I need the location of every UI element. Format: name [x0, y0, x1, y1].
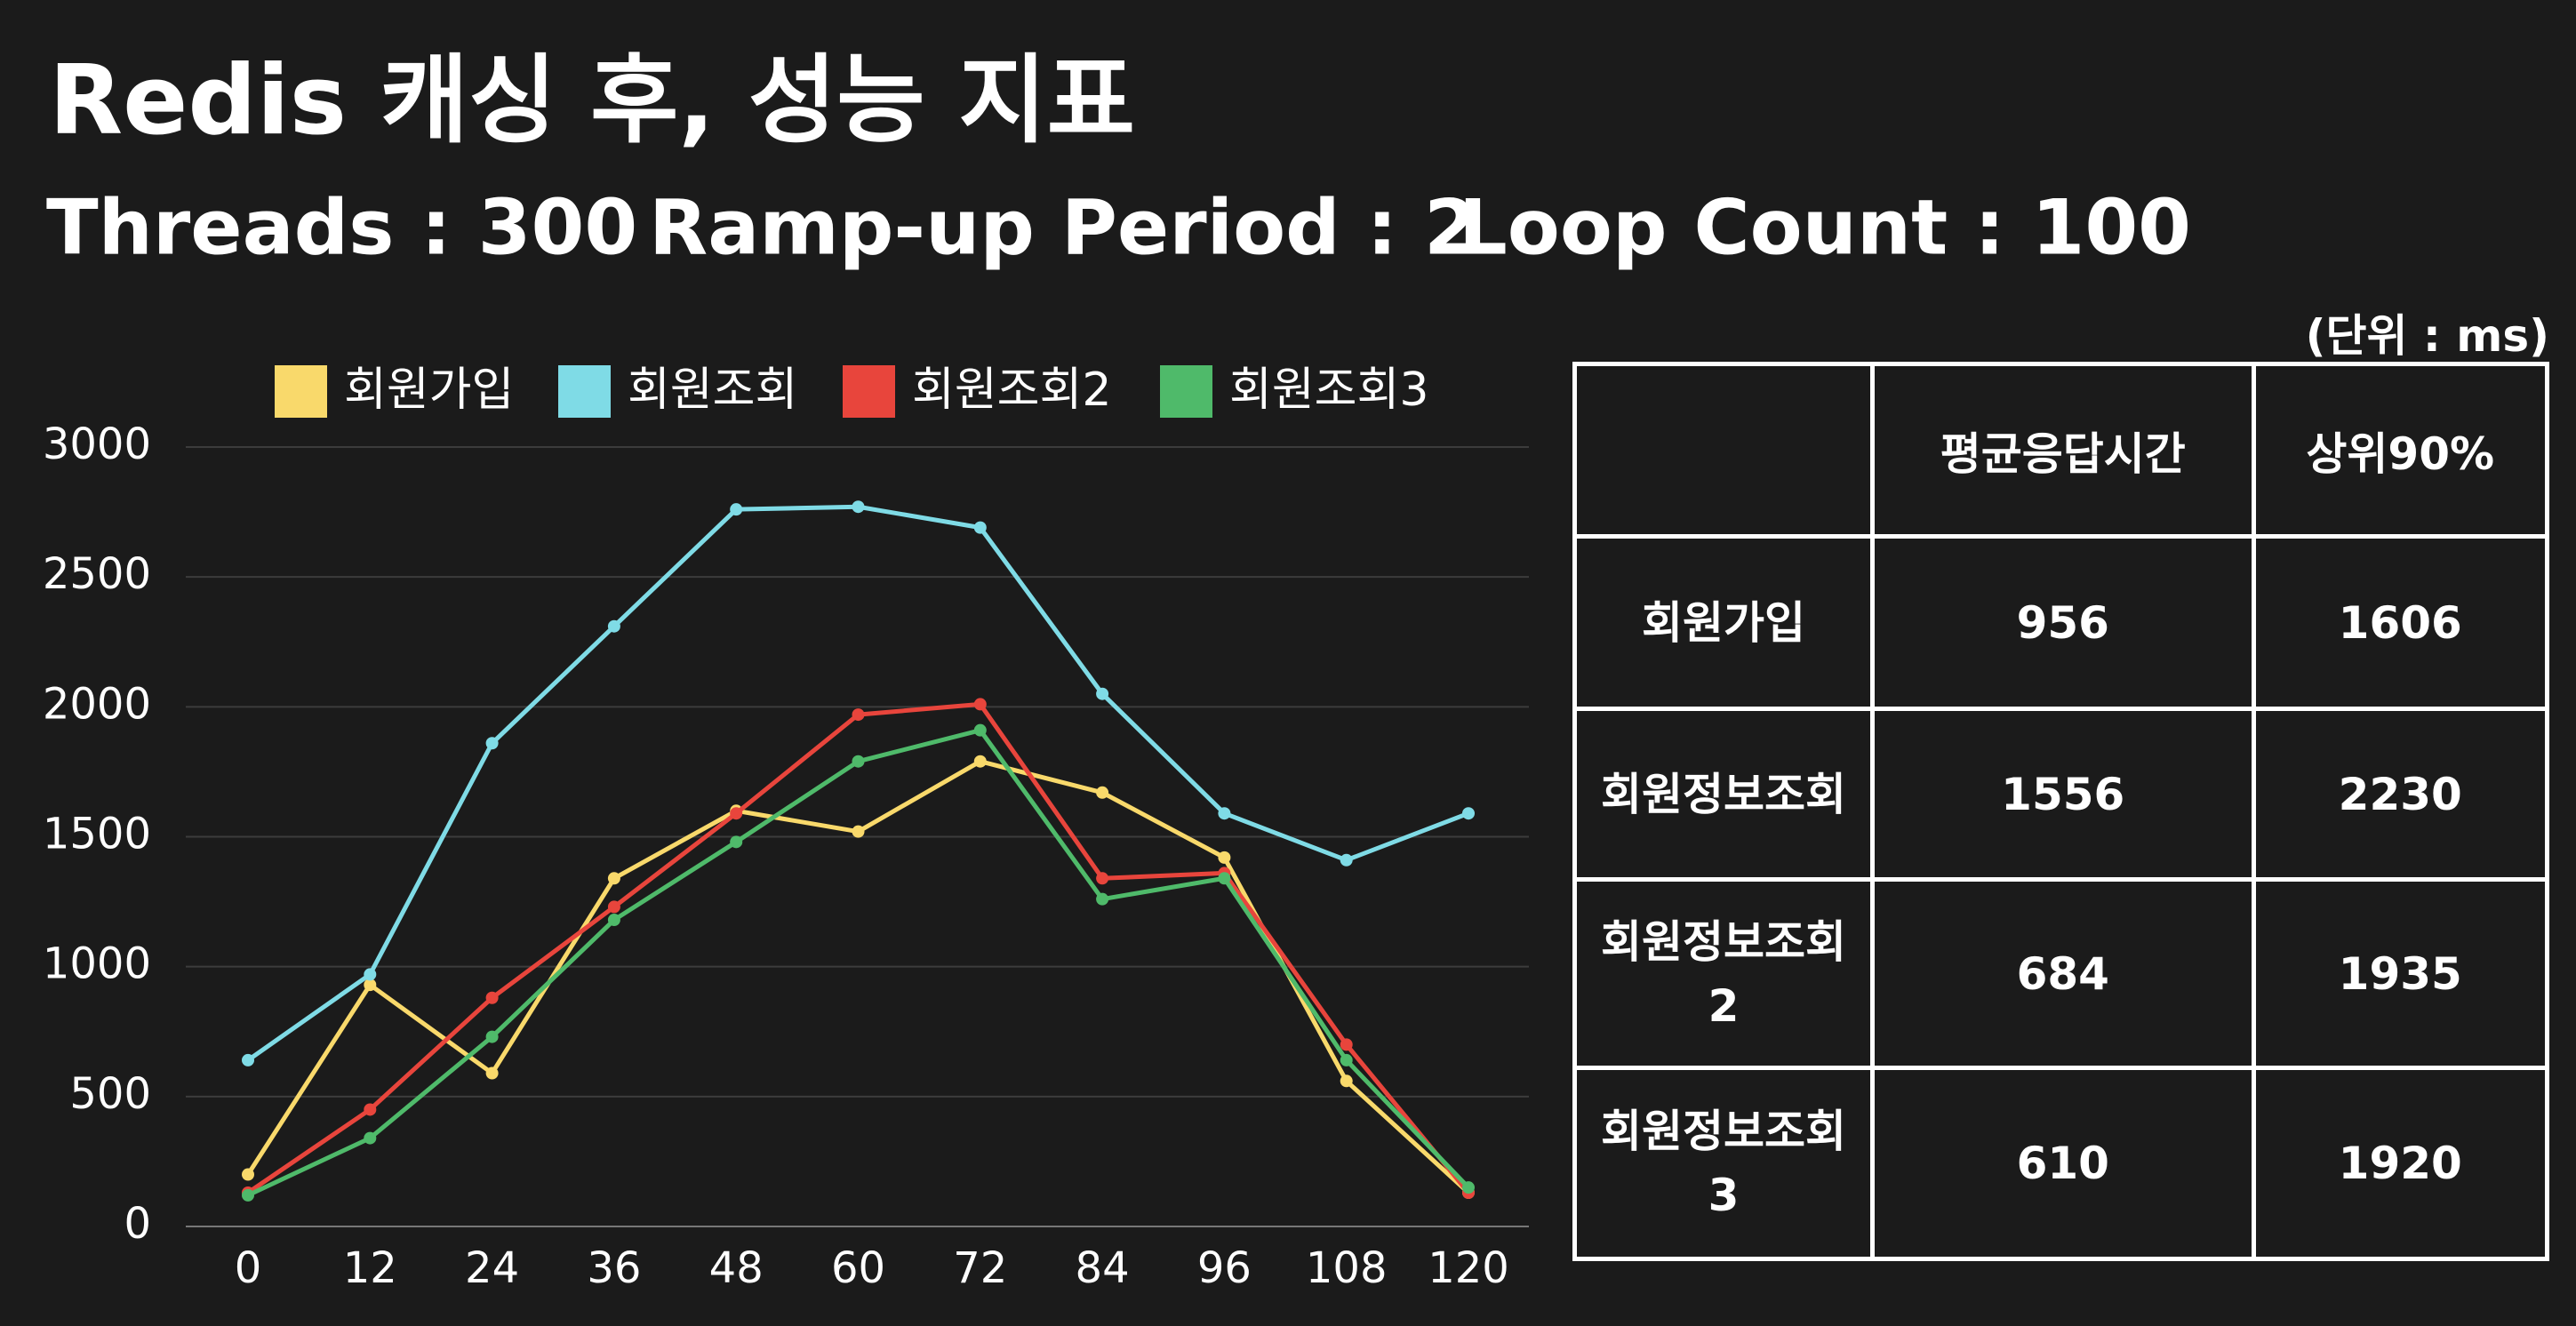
- y-tick-label: 0: [124, 1199, 151, 1249]
- x-tick-label: 0: [235, 1243, 262, 1293]
- data-point: [852, 755, 865, 768]
- row-label: 회원정보조회: [1601, 768, 1846, 820]
- data-point: [1096, 786, 1109, 799]
- data-point: [364, 979, 377, 992]
- x-tick-label: 12: [343, 1243, 397, 1293]
- legend-label: 회원조회: [628, 363, 797, 417]
- cell: 1935: [2251, 877, 2550, 1070]
- x-tick-label: 108: [1306, 1243, 1388, 1293]
- data-point: [485, 991, 499, 1004]
- data-point: [364, 968, 377, 981]
- data-point: [1340, 1074, 1353, 1088]
- column-header: 평균응답시간: [1870, 362, 2256, 539]
- data-point: [242, 1188, 254, 1202]
- y-tick-label: 500: [69, 1069, 151, 1119]
- cell: 2230: [2251, 707, 2550, 882]
- title: Redis 캐싱 후, 성능 지표: [49, 45, 1135, 156]
- data-point: [852, 500, 865, 514]
- table: 평균응답시간 상위90% 회원가입 956 1606 회원정보조회 1556 2230 …: [1572, 362, 2550, 1261]
- x-tick-label: 36: [587, 1243, 641, 1293]
- cell: 1920: [2251, 1066, 2550, 1261]
- data-point: [242, 1053, 254, 1066]
- data-point: [1096, 892, 1109, 906]
- data-point: [1096, 872, 1109, 885]
- row-label: 회원정보조회3: [1601, 1106, 1846, 1221]
- unit-note: (단위 : ms): [2305, 310, 2549, 362]
- corner-cell: [1572, 362, 1875, 539]
- column-header: 상위90%: [2251, 362, 2550, 539]
- cell: 1606: [2251, 534, 2550, 711]
- data-point: [1462, 1181, 1475, 1194]
- data-point: [485, 1066, 499, 1080]
- data-point: [1218, 851, 1231, 864]
- y-tick-label: 2000: [43, 679, 151, 729]
- row-label: 회원가입: [1642, 596, 1805, 649]
- data-point: [1218, 807, 1231, 820]
- x-tick-label: 72: [953, 1243, 1007, 1293]
- legend-swatch: [558, 365, 611, 418]
- x-tick-label: 120: [1428, 1243, 1509, 1293]
- row-label: 회원정보조회2: [1601, 915, 1846, 1032]
- subtitle: Loop Count : 100: [1459, 183, 2191, 272]
- legend-swatch: [843, 365, 895, 418]
- y-tick-label: 2500: [43, 549, 151, 599]
- data-point: [364, 1131, 377, 1145]
- legend-swatch: [275, 365, 327, 418]
- legend-swatch: [1160, 365, 1212, 418]
- data-point: [485, 1030, 499, 1043]
- series-line: [246, 728, 1470, 1198]
- series-line: [246, 701, 1470, 1195]
- x-tick-label: 60: [831, 1243, 885, 1293]
- data-point: [607, 619, 620, 633]
- data-point: [852, 708, 865, 722]
- cell: 684: [1870, 877, 2256, 1070]
- data-point: [730, 807, 743, 820]
- data-point: [364, 1103, 377, 1116]
- data-point: [607, 900, 620, 914]
- data-point: [1340, 1038, 1353, 1051]
- y-tick-label: 1000: [43, 939, 151, 989]
- data-point: [852, 825, 865, 838]
- data-point: [1096, 687, 1109, 700]
- series-line: [246, 504, 1469, 1062]
- subtitle: Ramp-up Period : 2: [649, 183, 1477, 272]
- data-point: [485, 737, 499, 750]
- legend-label: 회원가입: [344, 363, 514, 417]
- x-tick-label: 84: [1076, 1243, 1130, 1293]
- data-point: [1340, 853, 1353, 867]
- data-point: [1462, 807, 1475, 820]
- data-point: [607, 872, 620, 885]
- subtitle: Threads : 300: [46, 183, 637, 272]
- data-point: [730, 503, 743, 516]
- cell: 610: [1870, 1066, 2256, 1261]
- x-tick-label: 96: [1197, 1243, 1252, 1293]
- data-point: [1218, 872, 1231, 885]
- data-point: [730, 835, 743, 849]
- data-point: [973, 521, 987, 534]
- data-point: [973, 698, 987, 711]
- cell: 956: [1870, 534, 2256, 711]
- cell: 1556: [1870, 707, 2256, 882]
- data-point: [973, 723, 987, 737]
- y-tick-label: 1500: [43, 810, 151, 859]
- data-point: [1340, 1053, 1353, 1066]
- legend-label: 회원조회3: [1229, 363, 1428, 417]
- data-point: [242, 1168, 254, 1181]
- x-tick-label: 48: [709, 1243, 764, 1293]
- data-point: [607, 914, 620, 927]
- x-tick-label: 24: [465, 1243, 519, 1293]
- y-tick-label: 3000: [43, 419, 151, 469]
- legend-label: 회원조회2: [912, 363, 1111, 417]
- data-point: [973, 755, 987, 768]
